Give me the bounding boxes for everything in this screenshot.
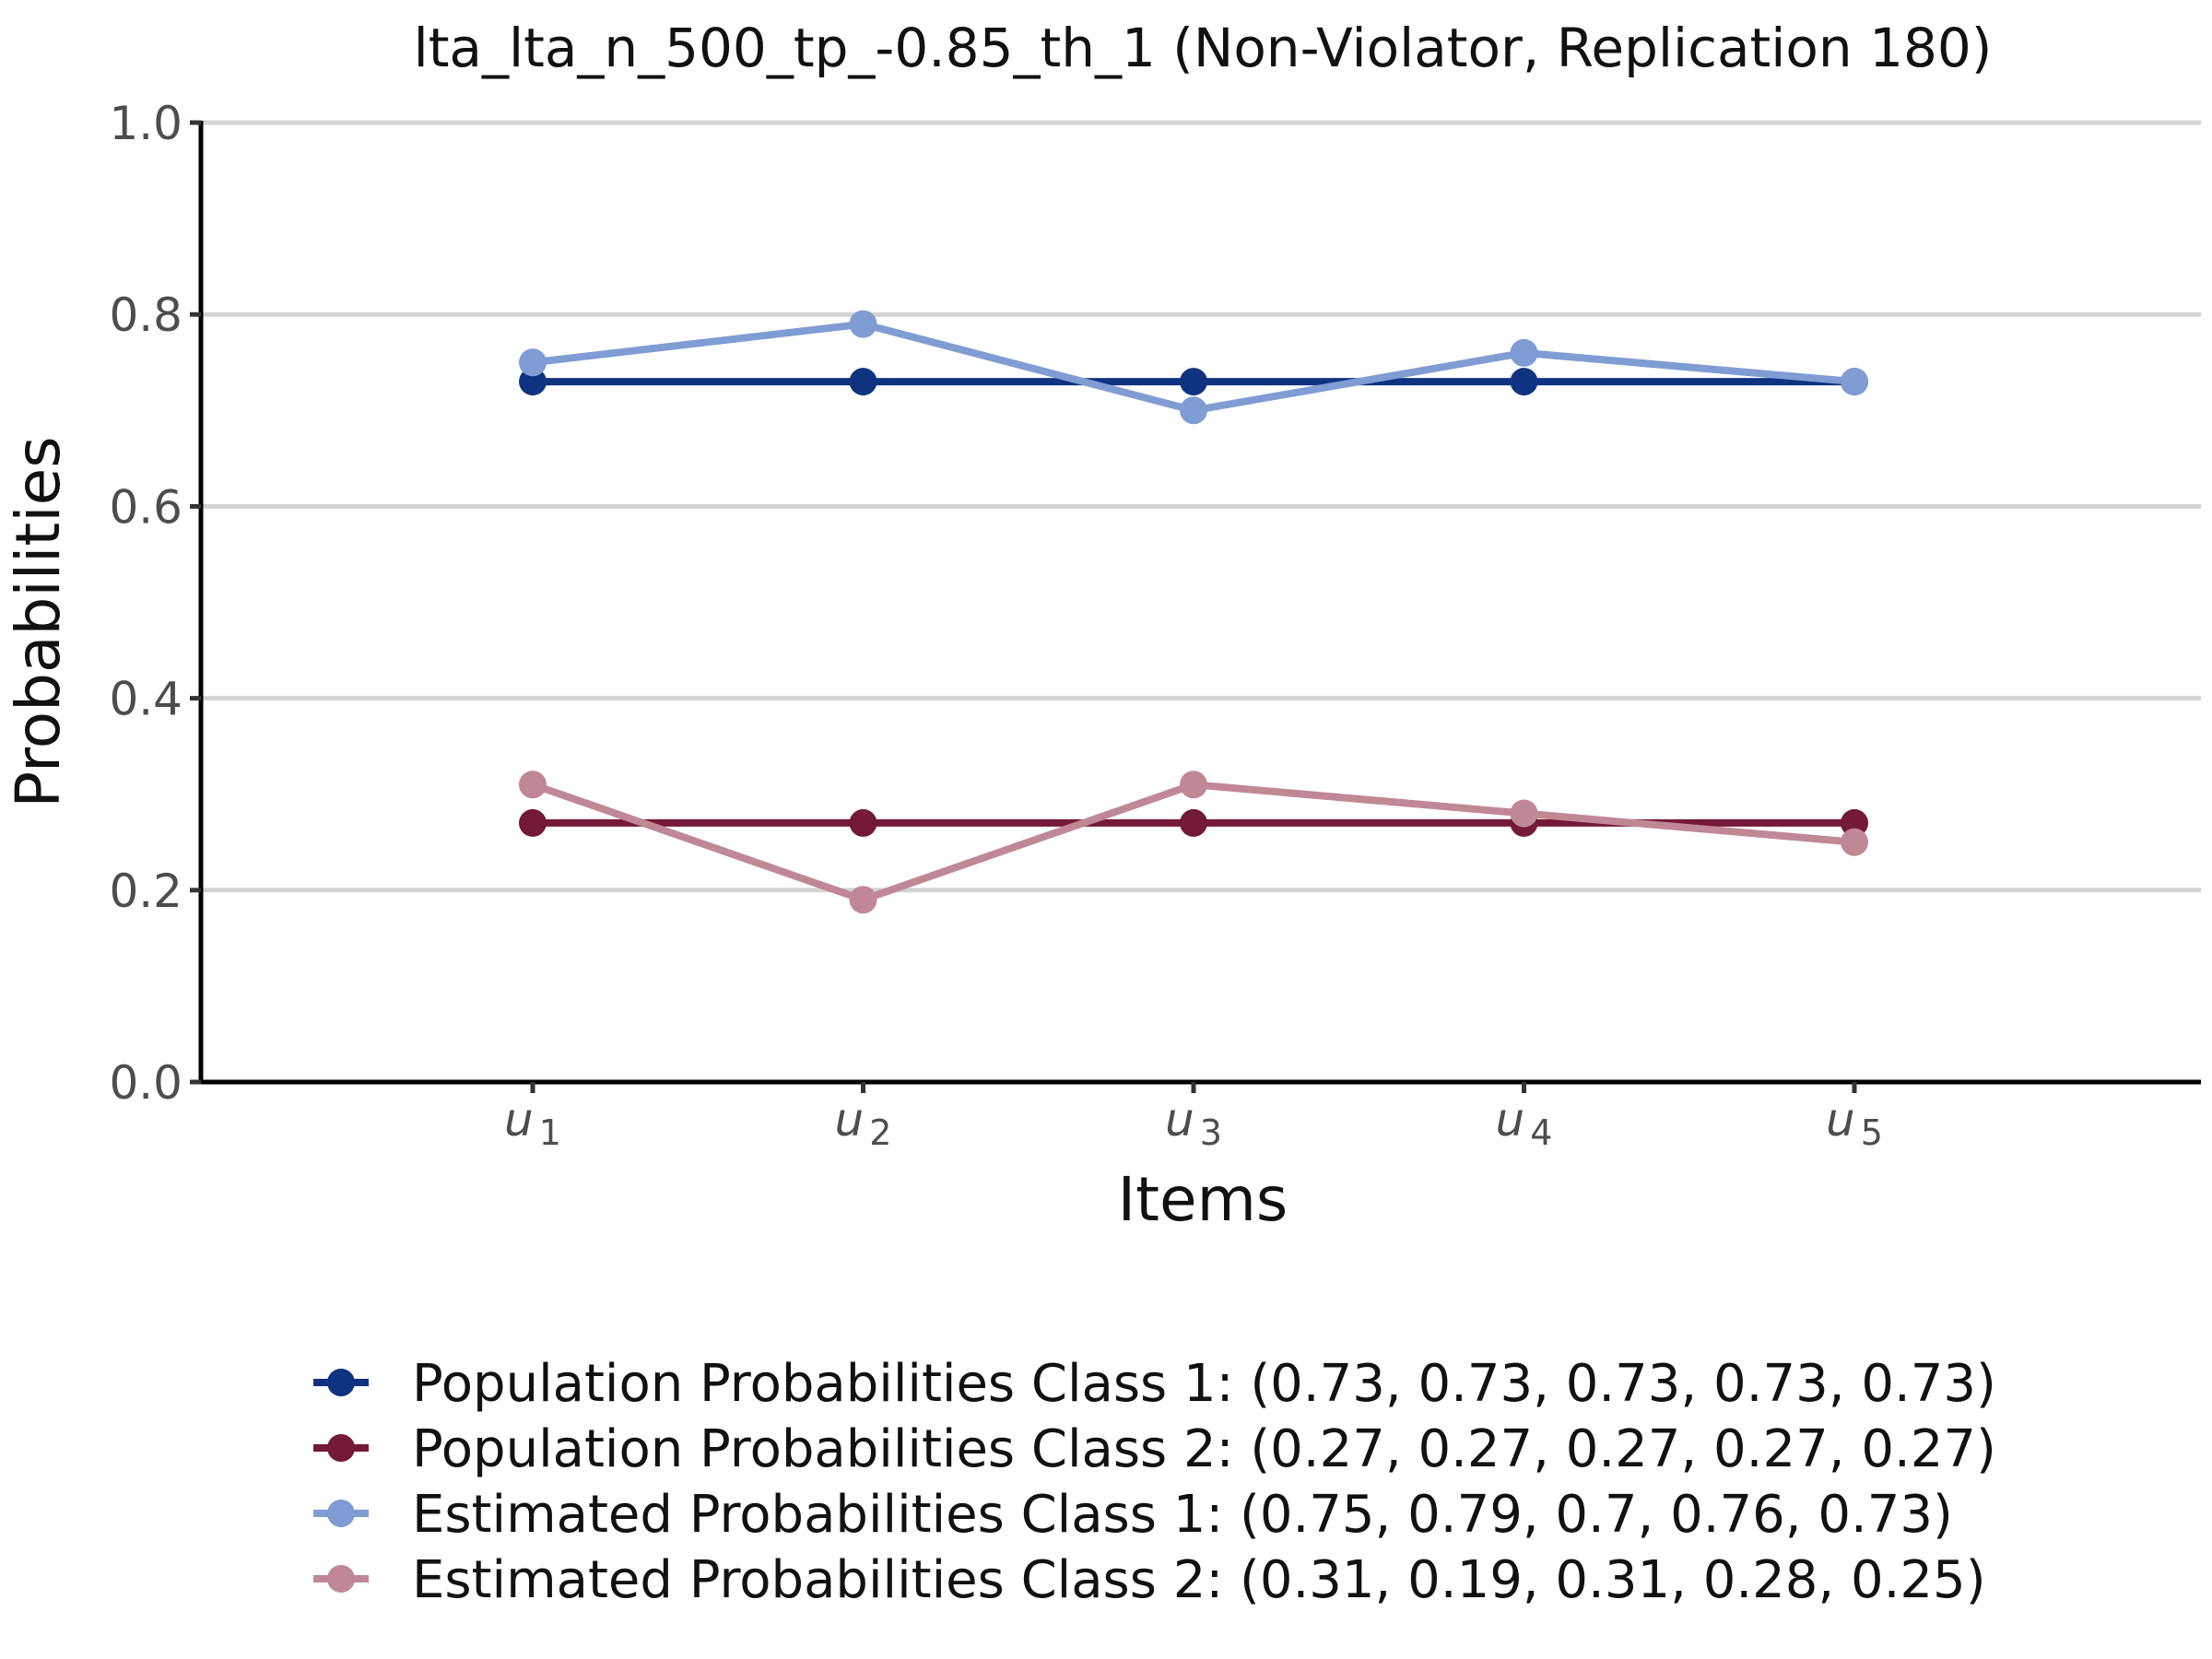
y-tick-label: 0.8 — [109, 288, 182, 342]
legend-label: Population Probabilities Class 2: (0.27,… — [412, 1419, 1996, 1479]
legend-item: Estimated Probabilities Class 1: (0.75, … — [313, 1485, 1953, 1545]
x-tick-variable: u — [835, 1093, 865, 1147]
series-point-3 — [1841, 368, 1868, 396]
legend-key-point — [327, 1369, 355, 1396]
legend-item: Population Probabilities Class 1: (0.73,… — [313, 1354, 1996, 1414]
legend: Population Probabilities Class 1: (0.73,… — [313, 1354, 1996, 1610]
x-tick-variable: u — [1496, 1093, 1525, 1147]
y-tick-label: 0.6 — [109, 480, 182, 534]
legend-item: Estimated Probabilities Class 2: (0.31, … — [313, 1550, 1986, 1610]
x-tick-subscript: 2 — [869, 1112, 891, 1153]
y-tick-labels: 0.0 0.2 0.4 0.6 0.8 1.0 — [109, 97, 182, 1110]
legend-label: Estimated Probabilities Class 2: (0.31, … — [412, 1550, 1986, 1610]
series-point-2 — [849, 808, 877, 837]
series-point-2 — [1841, 808, 1868, 837]
x-tick-variable: u — [504, 1093, 534, 1147]
series-point-1 — [1510, 368, 1538, 396]
legend-label: Population Probabilities Class 1: (0.73,… — [412, 1354, 1996, 1414]
series-layer — [519, 310, 1868, 914]
legend-key-point — [327, 1500, 355, 1527]
series-point-3 — [519, 348, 547, 377]
x-tick-subscript: 3 — [1200, 1112, 1222, 1153]
x-tick-subscript: 1 — [539, 1112, 561, 1153]
series-point-4 — [519, 771, 547, 799]
legend-key-point — [327, 1565, 355, 1593]
series-line-4 — [531, 781, 1855, 904]
series-point-4 — [1841, 828, 1868, 856]
gridlines — [201, 120, 2201, 893]
series-point-4 — [849, 886, 877, 914]
series-point-3 — [849, 310, 877, 338]
series-point-1 — [849, 368, 877, 396]
chart-title: lta_lta_n_500_tp_-0.85_th_1 (Non-Violato… — [414, 17, 1993, 79]
y-tick-label: 1.0 — [109, 97, 182, 150]
y-tick-label: 0.2 — [109, 865, 182, 918]
axes — [190, 120, 2201, 1093]
series-point-1 — [1180, 368, 1207, 396]
x-axis-title: Items — [1118, 1164, 1288, 1235]
x-tick-subscript: 5 — [1861, 1112, 1883, 1153]
y-axis-title: Probabilities — [3, 436, 74, 807]
series-point-2 — [1180, 808, 1207, 837]
legend-item: Population Probabilities Class 2: (0.27,… — [313, 1419, 1996, 1479]
series-point-4 — [1180, 771, 1207, 799]
y-tick-label: 0.0 — [109, 1056, 182, 1110]
legend-label: Estimated Probabilities Class 1: (0.75, … — [412, 1485, 1953, 1545]
series-point-3 — [1510, 338, 1538, 367]
series-point-1 — [519, 368, 547, 396]
x-tick-subscript: 4 — [1530, 1112, 1552, 1153]
series-point-4 — [1510, 799, 1538, 828]
y-tick-label: 0.4 — [109, 673, 182, 726]
series-point-2 — [519, 808, 547, 837]
series-point-3 — [1180, 396, 1207, 425]
x-tick-variable: u — [1826, 1093, 1855, 1147]
legend-key-point — [327, 1434, 355, 1462]
x-tick-variable: u — [1165, 1093, 1194, 1147]
